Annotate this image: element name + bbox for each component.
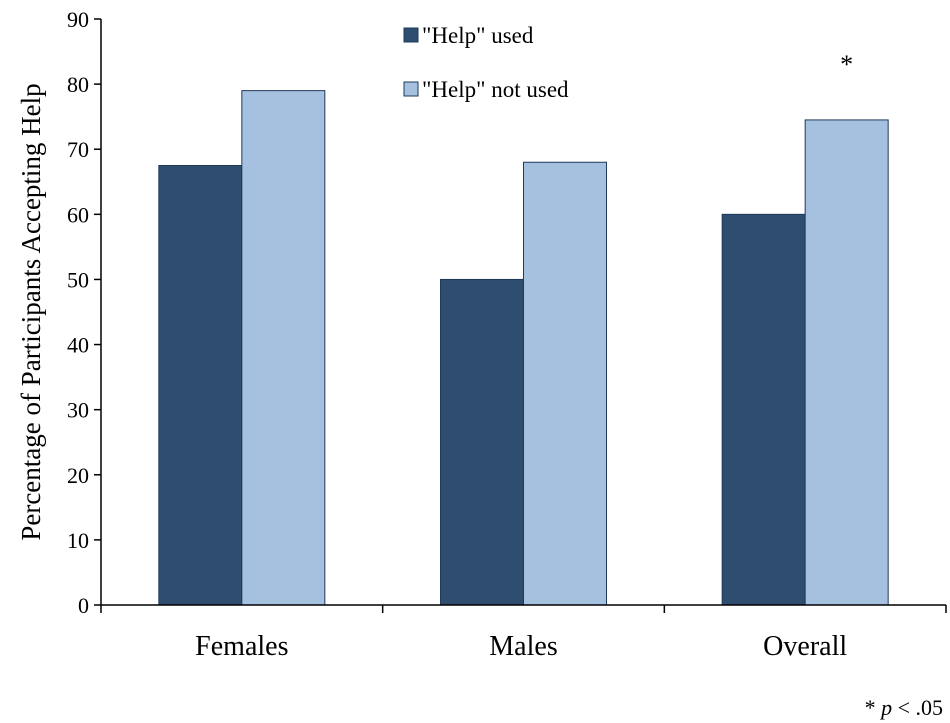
bars <box>158 90 889 606</box>
legend-swatch-help-not-used <box>403 81 419 97</box>
legend-label-help-not-used: "Help" not used <box>422 77 569 102</box>
significance-footnote: * p < .05 <box>865 695 943 720</box>
bar-males-series-1 <box>440 278 524 606</box>
x-category-label: Overall <box>763 631 847 662</box>
x-category-label: Males <box>489 631 557 662</box>
y-tick-label: 40 <box>67 333 89 358</box>
legend-swatch-help-used <box>403 27 419 43</box>
bar-females-series-2 <box>241 90 326 606</box>
bar-overall-series-2 <box>804 119 889 606</box>
bar-males-series-2 <box>523 161 607 606</box>
y-tick-label: 70 <box>67 137 89 162</box>
legend-label-help-used: "Help" used <box>422 23 534 48</box>
y-tick-label: 20 <box>67 463 89 488</box>
y-tick-label: 50 <box>67 267 89 292</box>
x-axis: Females Males Overall <box>100 604 947 662</box>
significance-marker: * <box>840 50 853 79</box>
y-tick-label: 80 <box>67 72 89 97</box>
y-axis-title: Percentage of Participants Accepting Hel… <box>16 83 46 540</box>
y-tick-label: 90 <box>67 7 89 32</box>
y-axis: 0 10 20 30 40 50 60 70 80 90 <box>67 7 102 618</box>
x-category-label: Females <box>195 631 288 662</box>
bar-females-series-1 <box>158 165 243 606</box>
y-tick-label: 30 <box>67 398 89 423</box>
bar-overall-series-1 <box>721 213 806 606</box>
y-tick-label: 60 <box>67 202 89 227</box>
legend: "Help" used "Help" not used <box>403 23 569 102</box>
annotations: * <box>840 50 853 79</box>
y-tick-label: 10 <box>67 528 89 553</box>
y-tick-label: 0 <box>78 593 89 618</box>
